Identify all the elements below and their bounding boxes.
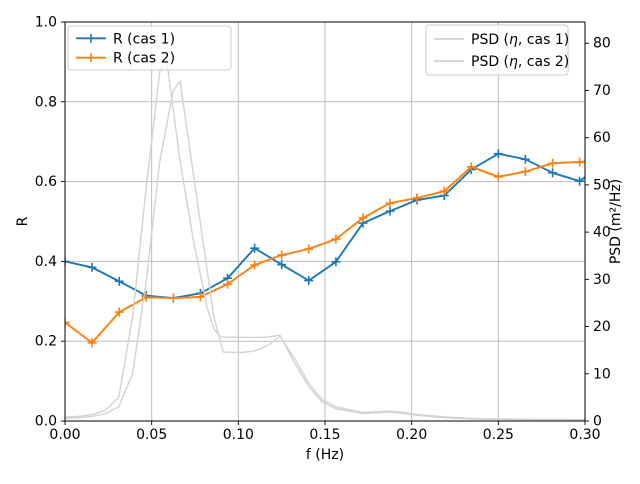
plus-marker <box>575 157 585 167</box>
x-axis-label: f (Hz) <box>306 447 344 463</box>
x-tick-label: 0.00 <box>49 427 80 443</box>
x-tick-label: 0.05 <box>136 427 167 443</box>
legend-entry: R (cas 2) <box>76 51 175 67</box>
y-left-tick-label: 0.0 <box>35 414 57 430</box>
plus-marker <box>114 276 124 286</box>
series-r-cas-2- <box>65 157 585 348</box>
legend-label: PSD (η, cas 2) <box>471 54 569 70</box>
y-right-tick-label: 0 <box>593 414 602 430</box>
y-axis-label-right: PSD (m²/Hz) <box>608 179 624 264</box>
legend-upper-left: R (cas 1) R (cas 2) <box>67 25 232 71</box>
plus-marker <box>548 158 558 168</box>
axis-tick-labels: 0.00 0.05 0.10 0.15 0.20 0.25 0.30 0.0 0.2 0.4 0.6… <box>35 15 611 444</box>
x-tick-label: 0.15 <box>309 427 340 443</box>
series-line <box>65 80 585 421</box>
plus-marker <box>114 307 124 317</box>
plus-marker <box>277 260 287 270</box>
y-right-tick-label: 80 <box>593 36 611 52</box>
x-tick-label: 0.25 <box>483 427 514 443</box>
plus-marker <box>65 256 70 266</box>
series-line <box>65 59 585 421</box>
y-right-tick-label: 10 <box>593 366 611 382</box>
plus-marker <box>250 243 260 253</box>
series-psd-cas-1- <box>65 59 585 421</box>
y-right-tick-label: 70 <box>593 83 611 99</box>
plus-marker <box>87 338 97 348</box>
legend-entry: PSD (η, cas 2) <box>434 54 569 70</box>
plus-marker <box>304 276 314 286</box>
plus-marker <box>304 244 314 254</box>
plus-marker <box>520 167 530 177</box>
y-right-tick-label: 30 <box>593 272 611 288</box>
y-right-tick-label: 20 <box>593 319 611 335</box>
y-left-tick-label: 0.4 <box>35 254 57 270</box>
y-left-tick-label: 1.0 <box>35 15 57 31</box>
plus-marker <box>548 168 558 178</box>
y-left-tick-label: 0.2 <box>35 334 57 350</box>
plus-marker <box>86 53 96 63</box>
y-right-tick-label: 40 <box>593 225 611 241</box>
y-axis-label-left: R <box>15 216 31 226</box>
plus-marker <box>223 279 233 289</box>
y-right-tick-label: 60 <box>593 130 611 146</box>
plus-marker <box>439 186 449 196</box>
plus-marker <box>277 250 287 260</box>
plus-marker <box>575 176 585 186</box>
y-left-tick-label: 0.6 <box>35 174 57 190</box>
plus-marker <box>358 213 368 223</box>
plus-marker <box>250 260 260 270</box>
axis-ticks <box>61 21 589 425</box>
plus-marker <box>195 292 205 302</box>
x-tick-label: 0.10 <box>223 427 254 443</box>
plus-marker <box>331 257 341 267</box>
series-psd-cas-2- <box>65 80 585 421</box>
plus-marker <box>412 193 422 203</box>
plus-marker <box>87 262 97 272</box>
x-tick-label: 0.20 <box>396 427 427 443</box>
plus-marker <box>493 149 503 159</box>
legend-entry: R (cas 1) <box>76 31 175 47</box>
plot-area <box>65 59 585 421</box>
plus-marker <box>86 33 96 43</box>
legend-upper-right: PSD (η, cas 1) PSD (η, cas 2) <box>425 24 569 76</box>
plus-marker <box>385 198 395 208</box>
plus-marker <box>493 172 503 182</box>
plus-marker <box>331 234 341 244</box>
y-right-tick-label: 50 <box>593 177 611 193</box>
legend-label: R (cas 2) <box>113 51 175 67</box>
plus-marker <box>520 154 530 164</box>
plus-marker <box>168 293 178 303</box>
plus-marker <box>65 317 70 327</box>
legend-entry: PSD (η, cas 1) <box>434 32 569 48</box>
x-tick-label: 0.30 <box>569 427 600 443</box>
plus-marker <box>385 206 395 216</box>
legend-label: PSD (η, cas 1) <box>471 32 569 48</box>
plus-marker <box>466 162 476 172</box>
y-left-tick-label: 0.8 <box>35 94 57 110</box>
legend-label: R (cas 1) <box>113 31 175 47</box>
